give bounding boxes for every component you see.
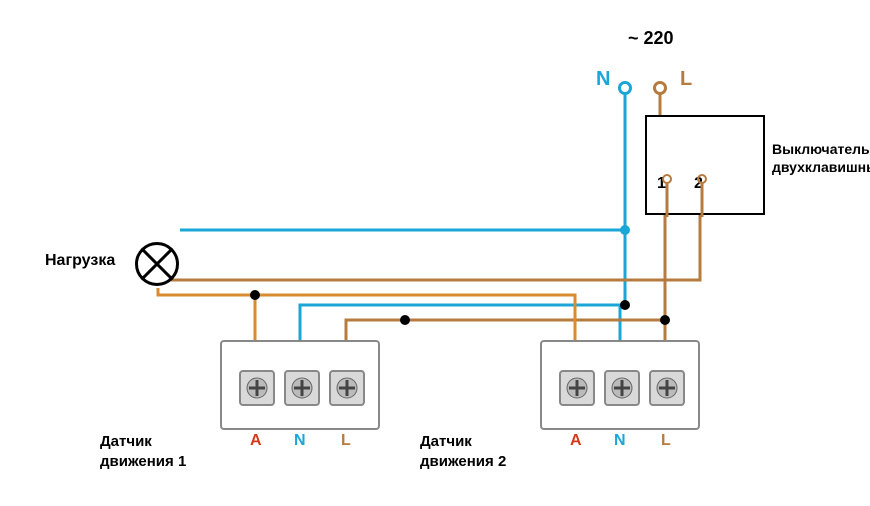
wiring-svg [0, 0, 870, 506]
l-label: L [680, 68, 692, 91]
switch-label-text: Выключатель двухклавишный [772, 141, 870, 175]
sensor2-n-label: N [614, 432, 626, 450]
load-label: Нагрузка [45, 252, 115, 270]
sensor1-a-label: A [250, 432, 262, 450]
node-dot [620, 300, 630, 310]
terminal-l-icon [329, 370, 365, 406]
terminal-n-icon [284, 370, 320, 406]
sensor2-label: Датчик движения 2 [420, 432, 530, 471]
terminal-l-icon [649, 370, 685, 406]
node-dot [660, 315, 670, 325]
supply-pin-l [653, 81, 667, 95]
lamp-icon [135, 242, 179, 286]
terminal-a-icon [559, 370, 595, 406]
node-dot [400, 315, 410, 325]
sensor1-l-label: L [341, 432, 351, 450]
sensor2-l-label: L [661, 432, 671, 450]
supply-label: ~ 220 [628, 28, 674, 49]
node-dot [620, 225, 630, 235]
sensor1-n-label: N [294, 432, 306, 450]
sensor2-a-label: A [570, 432, 582, 450]
terminal-n-icon [604, 370, 640, 406]
sensor1-label: Датчик движения 1 [100, 432, 210, 471]
supply-pin-n [618, 81, 632, 95]
switch-box: 1 2 [645, 115, 765, 215]
terminal-a-icon [239, 370, 275, 406]
node-dot [250, 290, 260, 300]
sensor1-box [220, 340, 380, 430]
sensor2-box [540, 340, 700, 430]
switch-label: Выключатель двухклавишный [772, 140, 867, 176]
n-label: N [596, 68, 610, 91]
switch-contacts-icon [647, 117, 767, 217]
